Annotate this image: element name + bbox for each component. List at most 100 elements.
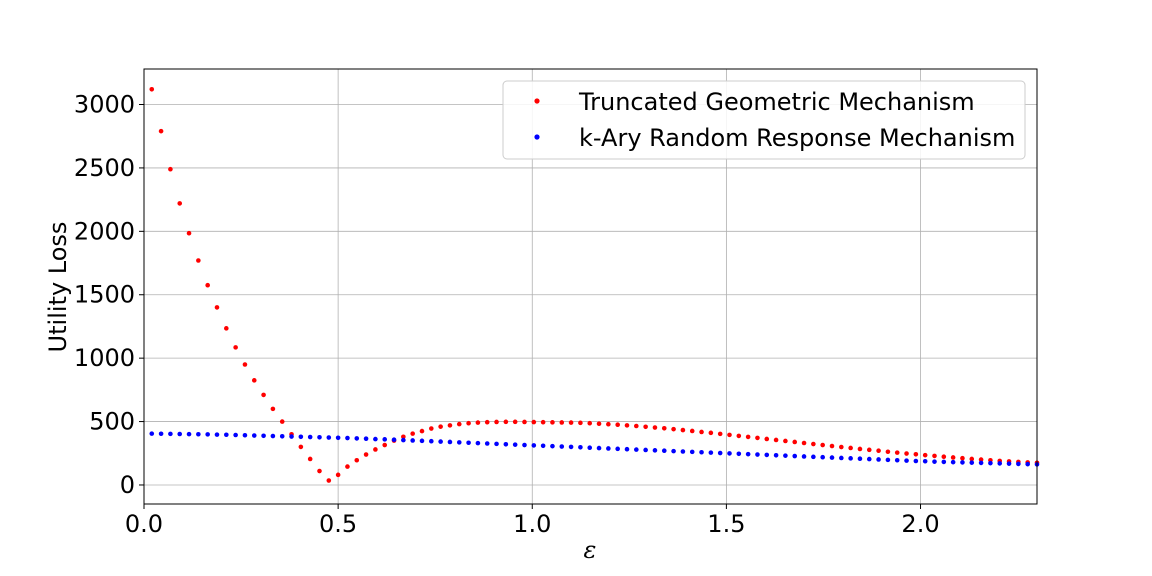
data-point bbox=[503, 419, 509, 425]
data-point bbox=[196, 258, 201, 263]
data-point bbox=[568, 444, 574, 450]
data-point bbox=[857, 456, 863, 462]
data-point bbox=[438, 439, 443, 444]
data-point bbox=[298, 444, 304, 450]
data-point bbox=[512, 442, 518, 447]
data-point bbox=[354, 436, 360, 441]
data-point bbox=[624, 446, 630, 452]
data-point bbox=[978, 457, 984, 462]
data-point bbox=[671, 448, 676, 454]
data-point bbox=[410, 431, 415, 436]
x-tick-label: 2.0 bbox=[901, 510, 939, 538]
data-point bbox=[866, 447, 872, 453]
data-point bbox=[559, 444, 565, 449]
data-point bbox=[382, 442, 388, 448]
data-point bbox=[643, 424, 648, 430]
data-point bbox=[848, 445, 853, 451]
y-tick-label: 0 bbox=[120, 471, 135, 499]
data-point bbox=[224, 326, 229, 331]
data-point bbox=[755, 435, 760, 441]
data-point bbox=[466, 440, 471, 446]
data-point bbox=[363, 436, 369, 441]
data-point bbox=[214, 432, 220, 437]
data-point bbox=[456, 440, 462, 445]
data-point bbox=[745, 451, 751, 457]
data-point bbox=[205, 282, 210, 288]
data-point bbox=[196, 431, 201, 437]
data-point bbox=[382, 437, 388, 442]
data-point bbox=[624, 423, 630, 428]
data-point bbox=[484, 441, 490, 446]
data-point bbox=[932, 459, 937, 464]
data-point bbox=[447, 439, 453, 445]
data-point bbox=[969, 456, 975, 462]
data-point bbox=[298, 434, 304, 440]
data-point bbox=[904, 458, 909, 463]
data-point bbox=[354, 457, 360, 463]
data-point bbox=[373, 447, 378, 452]
data-point bbox=[279, 433, 285, 439]
data-point bbox=[932, 453, 937, 459]
data-point bbox=[708, 450, 714, 455]
data-point bbox=[326, 478, 332, 483]
legend-marker-k-ary-random-response bbox=[534, 134, 540, 140]
data-point bbox=[661, 448, 667, 454]
data-point bbox=[540, 443, 546, 449]
data-point bbox=[876, 448, 881, 454]
data-point bbox=[177, 431, 183, 437]
data-point bbox=[429, 438, 434, 444]
legend-label-k-ary-random-response: k-Ary Random Response Mechanism bbox=[579, 124, 1015, 152]
data-point bbox=[568, 420, 574, 425]
x-axis-label: ε bbox=[584, 536, 597, 564]
data-point bbox=[475, 440, 481, 446]
data-point bbox=[960, 455, 965, 461]
data-point bbox=[475, 420, 481, 425]
data-point bbox=[438, 424, 443, 429]
data-point bbox=[335, 435, 341, 441]
y-tick-label: 1500 bbox=[74, 281, 135, 309]
data-point bbox=[866, 456, 872, 462]
data-point bbox=[820, 442, 825, 448]
data-point bbox=[335, 472, 341, 478]
data-point bbox=[587, 445, 593, 450]
data-point bbox=[186, 431, 192, 437]
data-point bbox=[522, 442, 527, 448]
data-point bbox=[820, 454, 825, 460]
data-point bbox=[606, 446, 611, 451]
data-point bbox=[876, 457, 881, 462]
data-point bbox=[885, 457, 891, 463]
data-point bbox=[596, 445, 602, 451]
data-point bbox=[410, 438, 415, 443]
data-point bbox=[764, 452, 770, 458]
data-point bbox=[615, 446, 620, 452]
legend-label-truncated-geometric: Truncated Geometric Mechanism bbox=[578, 88, 975, 116]
data-point bbox=[736, 433, 742, 439]
data-point bbox=[773, 453, 779, 458]
data-point bbox=[783, 453, 788, 458]
data-point bbox=[997, 461, 1003, 466]
data-point bbox=[1025, 461, 1030, 467]
data-point bbox=[941, 454, 947, 459]
data-point bbox=[531, 443, 537, 448]
data-point bbox=[429, 426, 434, 431]
data-point bbox=[233, 345, 238, 350]
legend-box bbox=[502, 80, 1026, 160]
data-point bbox=[857, 446, 863, 452]
data-point bbox=[205, 432, 210, 437]
plot-frame bbox=[143, 68, 1038, 505]
x-axis-ticks: 0.0 0.5 1.0 1.5 2.0 bbox=[125, 504, 940, 538]
data-point bbox=[801, 440, 807, 446]
data-point bbox=[251, 378, 257, 383]
data-point bbox=[680, 449, 686, 454]
data-point bbox=[671, 426, 676, 432]
y-axis-ticks: 0 500 1000 1500 2000 2500 3000 bbox=[74, 91, 144, 499]
x-tick-label: 0.0 bbox=[125, 510, 163, 538]
x-tick-label: 0.5 bbox=[319, 510, 357, 538]
series-1 bbox=[149, 431, 1040, 467]
series-layer bbox=[149, 86, 1040, 483]
data-point bbox=[680, 427, 686, 433]
data-point bbox=[615, 422, 620, 428]
data-point bbox=[811, 454, 816, 460]
data-point bbox=[634, 447, 639, 452]
